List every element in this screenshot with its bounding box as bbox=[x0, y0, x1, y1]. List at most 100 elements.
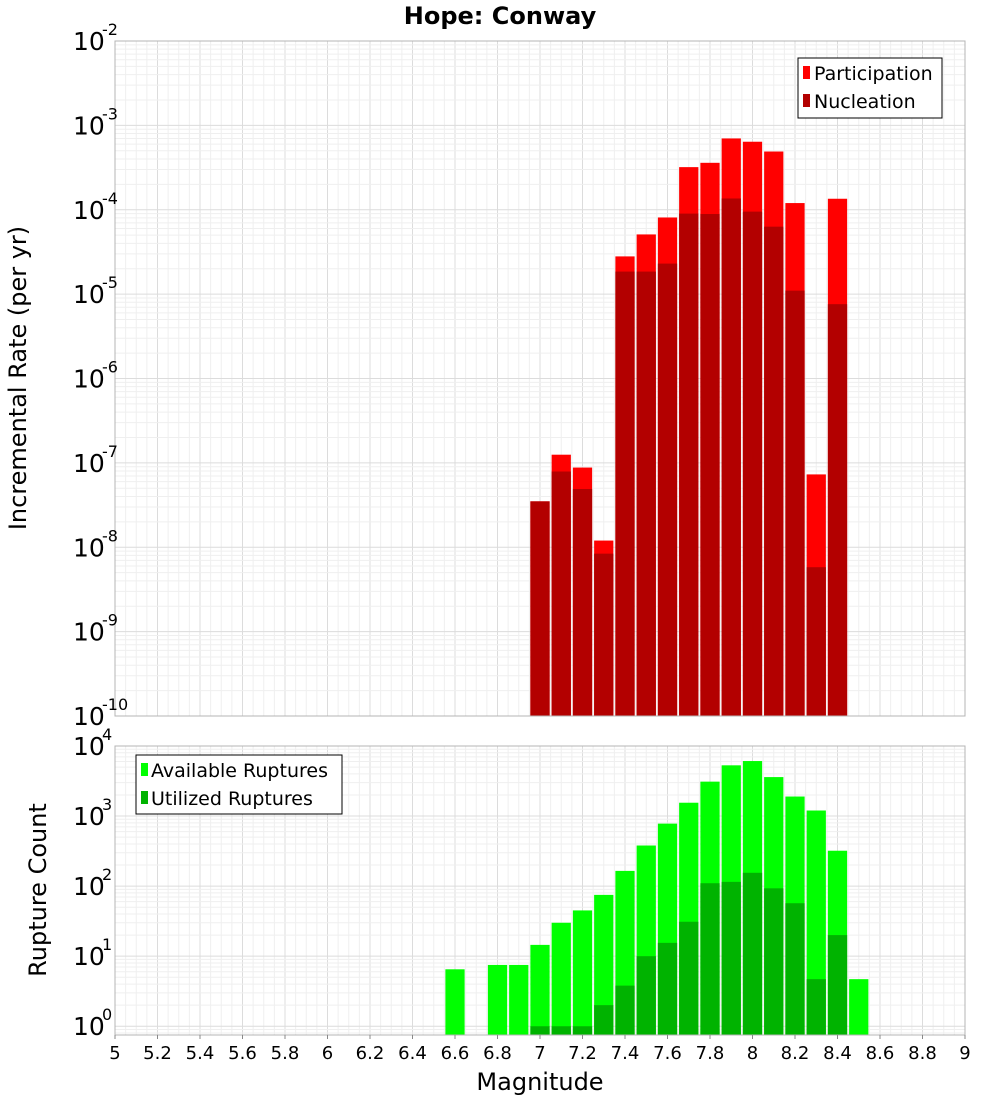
count-legend: Available Ruptures Utilized Ruptures bbox=[135, 754, 343, 815]
y-tick-exponent: -2 bbox=[102, 20, 118, 39]
count-utilized-ruptures-bar bbox=[636, 956, 656, 1035]
y-tick-exponent: 4 bbox=[102, 725, 112, 744]
x-tick-label: 8.4 bbox=[823, 1043, 852, 1064]
rate-nucleation-bar bbox=[721, 198, 741, 716]
y-tick-label: 102 bbox=[73, 865, 112, 901]
x-tick-label: 8.6 bbox=[866, 1043, 895, 1064]
participation-legend-swatch bbox=[803, 66, 810, 79]
x-tick-label: 7 bbox=[534, 1043, 545, 1064]
rate-nucleation-bar bbox=[700, 214, 720, 717]
x-tick-label: 8 bbox=[747, 1043, 758, 1064]
x-tick-label: 8.8 bbox=[908, 1043, 937, 1064]
rate-nucleation-bar bbox=[657, 263, 678, 716]
utilized-legend-label: Utilized Ruptures bbox=[151, 788, 313, 810]
rate-nucleation-bar bbox=[679, 213, 699, 717]
available-legend-swatch bbox=[141, 763, 148, 776]
rate-nucleation-bar bbox=[530, 501, 550, 716]
y-tick-exponent: -8 bbox=[102, 526, 118, 545]
y-tick-base: 10 bbox=[73, 533, 105, 562]
count-utilized-ruptures-bar bbox=[572, 1026, 593, 1035]
rate-nucleation-bar bbox=[827, 304, 848, 716]
y-tick-base: 10 bbox=[73, 27, 105, 56]
count-utilized-ruptures-bar bbox=[530, 1026, 550, 1035]
y-tick-exponent: 1 bbox=[102, 935, 112, 954]
x-axis-label: Magnitude bbox=[476, 1068, 603, 1096]
count-utilized-ruptures-bar bbox=[657, 942, 678, 1035]
rate-nucleation-bar bbox=[764, 226, 784, 716]
count-utilized-ruptures-bar bbox=[721, 881, 741, 1035]
count-utilized-ruptures-bar bbox=[785, 903, 805, 1035]
count-utilized-ruptures-bar bbox=[679, 921, 699, 1035]
x-tick-label: 5.8 bbox=[271, 1043, 300, 1064]
rate-legend-box bbox=[797, 57, 943, 119]
y-tick-label: 103 bbox=[73, 795, 112, 831]
y-tick-label: 100 bbox=[73, 1005, 112, 1041]
available-legend-label: Available Ruptures bbox=[151, 760, 328, 782]
count-available-ruptures-bar bbox=[572, 910, 593, 1035]
x-tick-label: 6.4 bbox=[398, 1043, 427, 1064]
rate-plot-frame bbox=[114, 40, 966, 717]
y-tick-exponent: -9 bbox=[102, 611, 118, 630]
rate-panel: 10-210-310-410-510-610-710-810-910-10 In… bbox=[4, 20, 966, 731]
y-tick-exponent: -6 bbox=[102, 358, 118, 377]
x-tick-label: 6 bbox=[322, 1043, 333, 1064]
count-available-ruptures-bar bbox=[806, 810, 826, 1035]
rate-legend: Participation Nucleation bbox=[797, 57, 943, 119]
rate-nucleation-bar bbox=[742, 211, 763, 716]
rate-grid bbox=[114, 40, 966, 717]
y-tick-base: 10 bbox=[73, 802, 105, 831]
y-tick-exponent: -5 bbox=[102, 273, 118, 292]
count-available-ruptures-bar bbox=[445, 969, 465, 1035]
count-utilized-ruptures-bar bbox=[551, 1026, 571, 1035]
y-tick-base: 10 bbox=[73, 1012, 105, 1041]
x-tick-label: 7.6 bbox=[653, 1043, 682, 1064]
y-tick-label: 10-7 bbox=[73, 442, 118, 478]
y-tick-exponent: 0 bbox=[102, 1005, 112, 1024]
x-tick-label: 5.6 bbox=[228, 1043, 257, 1064]
rate-y-axis-label: Incremental Rate (per yr) bbox=[4, 226, 32, 530]
y-tick-base: 10 bbox=[73, 196, 105, 225]
y-tick-label: 10-4 bbox=[73, 189, 118, 225]
y-tick-label: 10-5 bbox=[73, 273, 118, 309]
x-tick-label: 8.2 bbox=[781, 1043, 810, 1064]
count-bars bbox=[445, 761, 869, 1035]
x-tick-label: 9 bbox=[959, 1043, 970, 1064]
count-available-ruptures-bar bbox=[849, 979, 869, 1035]
y-tick-base: 10 bbox=[73, 365, 105, 394]
y-tick-base: 10 bbox=[73, 280, 105, 309]
count-utilized-ruptures-bar bbox=[764, 888, 784, 1035]
magnitude-x-ticks: 5 5.2 5.4 5.6 5.8 6 6.2 6.4 6.6 6.8 7 7.2 7.4 7.6 7.8 8… bbox=[109, 1035, 971, 1064]
y-tick-label: 10-10 bbox=[73, 695, 128, 731]
chart-title: Hope: Conway bbox=[404, 2, 597, 30]
y-tick-exponent: 3 bbox=[102, 795, 112, 814]
x-tick-label: 5.2 bbox=[143, 1043, 172, 1064]
nucleation-legend-swatch bbox=[803, 94, 810, 107]
y-tick-base: 10 bbox=[73, 872, 105, 901]
y-tick-base: 10 bbox=[73, 111, 105, 140]
rate-nucleation-bar bbox=[551, 471, 571, 716]
x-tick-label: 6.8 bbox=[483, 1043, 512, 1064]
utilized-legend-swatch bbox=[141, 791, 148, 804]
y-tick-base: 10 bbox=[73, 942, 105, 971]
rate-nucleation-bar bbox=[806, 567, 826, 716]
y-tick-label: 10-6 bbox=[73, 358, 118, 394]
y-tick-exponent: -3 bbox=[102, 104, 118, 123]
y-tick-exponent: -4 bbox=[102, 189, 118, 208]
x-tick-label: 7.4 bbox=[611, 1043, 640, 1064]
y-tick-label: 10-2 bbox=[73, 20, 118, 56]
rate-nucleation-bar bbox=[572, 489, 593, 716]
count-utilized-ruptures-bar bbox=[742, 872, 763, 1035]
rate-bars bbox=[530, 138, 848, 717]
x-tick-label: 7.2 bbox=[568, 1043, 597, 1064]
count-legend-box bbox=[135, 754, 343, 815]
x-tick-label: 5 bbox=[109, 1043, 120, 1064]
y-tick-base: 10 bbox=[73, 618, 105, 647]
count-available-ruptures-bar bbox=[551, 922, 571, 1035]
y-tick-label: 10-9 bbox=[73, 611, 118, 647]
count-y-axis-label: Rupture Count bbox=[24, 803, 52, 977]
count-available-ruptures-bar bbox=[530, 944, 550, 1035]
y-tick-label: 101 bbox=[73, 935, 112, 971]
